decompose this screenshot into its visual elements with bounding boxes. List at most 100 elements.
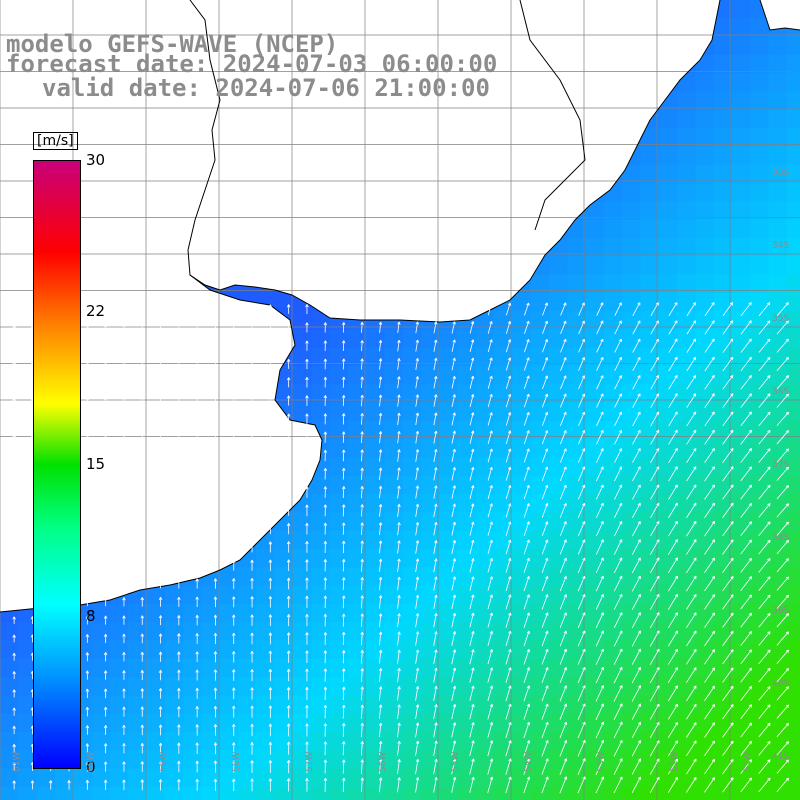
wind-cell (713, 292, 733, 312)
wind-cell (786, 622, 800, 642)
wind-arrow (433, 594, 438, 609)
wind-arrow (268, 723, 273, 737)
wind-arrow (631, 557, 641, 574)
wind-arrow (487, 412, 493, 426)
wind-arrow (323, 322, 328, 333)
wind-cell (567, 384, 587, 404)
wind-cell (677, 384, 696, 404)
wind-cell (713, 128, 733, 147)
wind-arrow (487, 375, 493, 389)
wind-cell (549, 347, 568, 367)
wind-cell (347, 768, 367, 788)
wind-arrow (397, 740, 401, 756)
wind-arrow (722, 356, 734, 372)
wind-arrow (577, 612, 586, 629)
wind-cell (567, 311, 587, 330)
wind-cell (658, 677, 678, 696)
wind-cell (658, 329, 678, 349)
wind-cell (567, 622, 587, 642)
wind-arrow (632, 484, 641, 500)
wind-arrow (323, 577, 328, 590)
wind-arrow (523, 411, 530, 426)
wind-cell (530, 311, 550, 330)
wind-cell (384, 475, 404, 495)
wind-cell (420, 439, 440, 459)
wind-cell (73, 786, 93, 800)
wind-cell (567, 567, 587, 587)
wind-cell (494, 439, 513, 459)
wind-cell (640, 164, 660, 184)
wind-arrow (286, 650, 291, 663)
wind-cell (439, 786, 459, 800)
wind-arrow (650, 520, 660, 537)
wind-cell (603, 347, 623, 367)
wind-cell (603, 750, 623, 770)
wind-arrow (378, 321, 383, 333)
wind-arrow (523, 557, 530, 573)
wind-arrow (177, 687, 181, 699)
wind-arrow (286, 340, 291, 351)
wind-cell (329, 603, 349, 623)
wind-arrow (140, 742, 144, 754)
wind-cell (366, 732, 385, 751)
wind-cell (457, 640, 477, 660)
wind-cell (713, 512, 733, 532)
wind-cell (146, 677, 166, 696)
wind-arrow (578, 375, 585, 390)
wind-cell (475, 622, 495, 642)
wind-cell (585, 439, 605, 459)
wind-cell (713, 549, 733, 568)
wind-cell (786, 494, 800, 513)
wind-cell (494, 695, 513, 715)
wind-arrow (523, 339, 530, 353)
wind-arrow (505, 776, 512, 794)
wind-arrow (378, 686, 383, 701)
wind-arrow (776, 759, 790, 774)
wind-cell (603, 384, 623, 404)
wind-arrow (469, 394, 475, 408)
wind-arrow (158, 360, 163, 368)
wind-cell (219, 567, 239, 587)
wind-arrow (195, 633, 199, 644)
wind-cell (786, 128, 800, 147)
wind-cell (329, 640, 349, 660)
wind-cell (585, 219, 605, 239)
wind-cell (512, 677, 532, 696)
wind-arrow (541, 521, 549, 537)
wind-cell (530, 292, 550, 312)
wind-arrow (596, 448, 604, 463)
wind-arrow (740, 375, 752, 390)
wind-cell (384, 494, 404, 513)
wind-cell (640, 732, 660, 751)
wind-cell (329, 677, 349, 696)
wind-arrow (686, 338, 697, 353)
wind-arrow (286, 778, 291, 792)
wind-cell (183, 622, 202, 642)
wind-arrow (704, 594, 716, 610)
wind-cell (384, 677, 404, 696)
wind-arrow (631, 721, 641, 739)
wind-arrow (451, 467, 456, 481)
wind-cell (658, 457, 678, 477)
wind-arrow (613, 666, 623, 684)
wind-cell (750, 512, 770, 532)
wind-cell (347, 713, 367, 733)
wind-cell (750, 36, 770, 56)
wind-cell (329, 530, 349, 550)
wind-cell (311, 567, 330, 587)
wind-cell (109, 677, 129, 696)
wind-arrow (415, 576, 420, 591)
wind-cell (677, 402, 696, 422)
wind-arrow (360, 467, 364, 480)
wind-cell (237, 713, 257, 733)
wind-arrow (686, 740, 697, 757)
wind-cell (457, 530, 477, 550)
wind-cell (732, 786, 751, 800)
wind-arrow (286, 304, 291, 314)
wind-arrow (523, 740, 531, 757)
wind-arrow (268, 705, 273, 718)
wind-arrow (722, 740, 734, 756)
wind-arrow (649, 776, 660, 793)
wind-cell (183, 640, 202, 660)
wind-arrow (250, 450, 254, 461)
